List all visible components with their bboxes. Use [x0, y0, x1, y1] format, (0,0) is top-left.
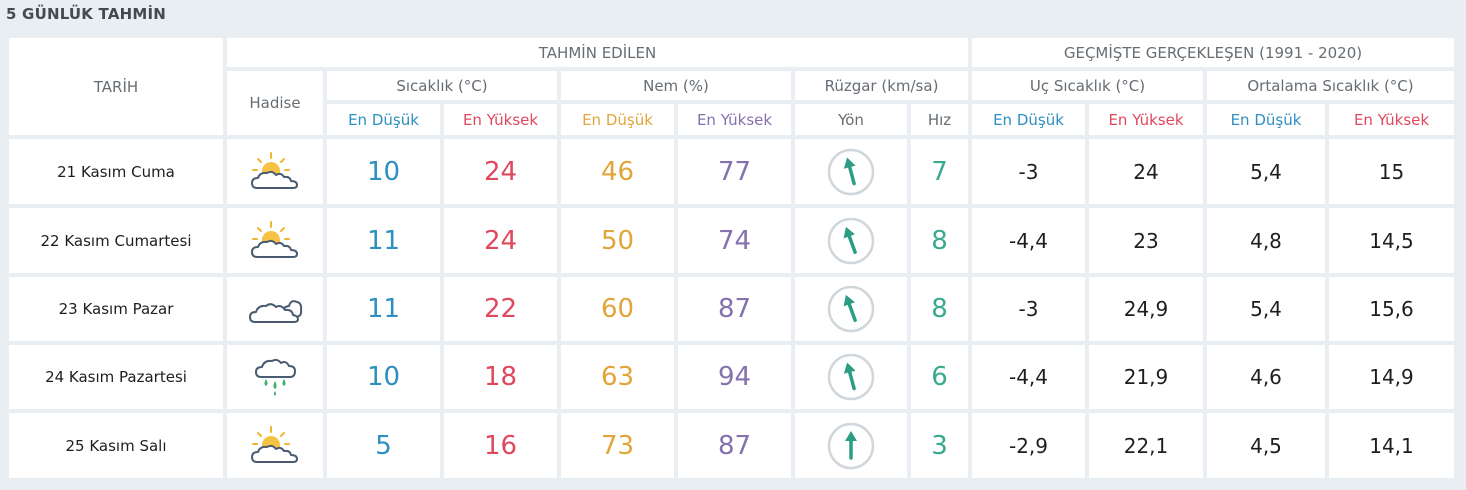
wind-arrow-icon: [827, 285, 875, 333]
wind-arrow-icon: [827, 353, 875, 401]
row-2-wind-speed: 8: [911, 208, 968, 273]
subheader-avg-max: En Yüksek: [1329, 104, 1454, 135]
header-history-group: GEÇMİŞTE GERÇEKLEŞEN (1991 - 2020): [972, 38, 1454, 67]
row-1-wind-direction: [795, 139, 907, 204]
header-forecast-group: TAHMİN EDİLEN: [227, 38, 968, 67]
row-5-avg-min: 4,5: [1207, 413, 1325, 478]
row-2-wind-direction: [795, 208, 907, 273]
row-2-event: [227, 208, 323, 273]
row-5-hum-min: 73: [561, 413, 674, 478]
partly-cloudy-icon: [251, 425, 298, 463]
row-4-ext-min: -4,4: [972, 345, 1085, 409]
row-4-hum-max: 94: [678, 345, 791, 409]
row-2-ext-max: 23: [1089, 208, 1203, 273]
row-1-hum-max: 77: [678, 139, 791, 204]
header-wind: Rüzgar (km/sa): [795, 71, 968, 100]
subheader-ext-min: En Düşük: [972, 104, 1085, 135]
row-4-temp-min: 10: [327, 345, 440, 409]
row-3-ext-min: -3: [972, 277, 1085, 341]
row-2-ext-min: -4,4: [972, 208, 1085, 273]
subheader-temp-min: En Düşük: [327, 104, 440, 135]
row-2-hum-max: 74: [678, 208, 791, 273]
header-avg-temp: Ortalama Sıcaklık (°C): [1207, 71, 1454, 100]
row-1-temp-min: 10: [327, 139, 440, 204]
row-1-hum-min: 46: [561, 139, 674, 204]
row-3-event: [227, 277, 323, 341]
subheader-avg-min: En Düşük: [1207, 104, 1325, 135]
row-1-wind-speed: 7: [911, 139, 968, 204]
header-date: TARİH: [9, 38, 223, 135]
row-4-ext-max: 21,9: [1089, 345, 1203, 409]
row-3-date: 23 Kasım Pazar: [9, 277, 223, 341]
row-2-avg-max: 14,5: [1329, 208, 1454, 273]
row-1-avg-max: 15: [1329, 139, 1454, 204]
row-2-hum-min: 50: [561, 208, 674, 273]
row-1-event: [227, 139, 323, 204]
wind-arrow-icon: [827, 422, 875, 469]
subheader-ext-max: En Yüksek: [1089, 104, 1203, 135]
subheader-wind-speed: Hız: [911, 104, 968, 135]
row-3-hum-max: 87: [678, 277, 791, 341]
row-2-date: 22 Kasım Cumartesi: [9, 208, 223, 273]
wind-arrow-icon: [827, 217, 875, 264]
wind-arrow-icon: [827, 148, 875, 195]
row-5-event: [227, 413, 323, 478]
row-5-temp-min: 5: [327, 413, 440, 478]
subheader-hum-min: En Düşük: [561, 104, 674, 135]
row-2-temp-min: 11: [327, 208, 440, 273]
row-4-hum-min: 63: [561, 345, 674, 409]
row-3-avg-min: 5,4: [1207, 277, 1325, 341]
header-extreme-temp: Uç Sıcaklık (°C): [972, 71, 1203, 100]
row-1-date: 21 Kasım Cuma: [9, 139, 223, 204]
row-4-wind-direction: [795, 345, 907, 409]
row-3-hum-min: 60: [561, 277, 674, 341]
partly-cloudy-icon: [251, 220, 298, 258]
row-5-hum-max: 87: [678, 413, 791, 478]
row-4-temp-max: 18: [444, 345, 557, 409]
row-4-date: 24 Kasım Pazartesi: [9, 345, 223, 409]
row-4-wind-speed: 6: [911, 345, 968, 409]
row-2-temp-max: 24: [444, 208, 557, 273]
header-event: Hadise: [227, 71, 323, 135]
row-3-wind-direction: [795, 277, 907, 341]
row-1-temp-max: 24: [444, 139, 557, 204]
row-5-avg-max: 14,1: [1329, 413, 1454, 478]
cloudy-icon: [249, 300, 303, 323]
row-3-wind-speed: 8: [911, 277, 968, 341]
row-5-ext-min: -2,9: [972, 413, 1085, 478]
subheader-wind-direction: Yön: [795, 104, 907, 135]
subheader-hum-max: En Yüksek: [678, 104, 791, 135]
row-3-avg-max: 15,6: [1329, 277, 1454, 341]
row-5-date: 25 Kasım Salı: [9, 413, 223, 478]
row-3-temp-max: 22: [444, 277, 557, 341]
row-4-event: [227, 345, 323, 409]
row-2-avg-min: 4,8: [1207, 208, 1325, 273]
row-5-ext-max: 22,1: [1089, 413, 1203, 478]
row-4-avg-min: 4,6: [1207, 345, 1325, 409]
row-5-temp-max: 16: [444, 413, 557, 478]
rain-icon: [255, 358, 296, 396]
row-1-ext-max: 24: [1089, 139, 1203, 204]
row-4-avg-max: 14,9: [1329, 345, 1454, 409]
partly-cloudy-icon: [251, 151, 298, 189]
subheader-temp-max: En Yüksek: [444, 104, 557, 135]
row-3-ext-max: 24,9: [1089, 277, 1203, 341]
row-3-temp-min: 11: [327, 277, 440, 341]
row-5-wind-speed: 3: [911, 413, 968, 478]
header-humidity: Nem (%): [561, 71, 791, 100]
row-1-avg-min: 5,4: [1207, 139, 1325, 204]
row-5-wind-direction: [795, 413, 907, 478]
row-1-ext-min: -3: [972, 139, 1085, 204]
header-temperature: Sıcaklık (°C): [327, 71, 557, 100]
section-title: 5 GÜNLÜK TAHMİN: [6, 5, 167, 23]
